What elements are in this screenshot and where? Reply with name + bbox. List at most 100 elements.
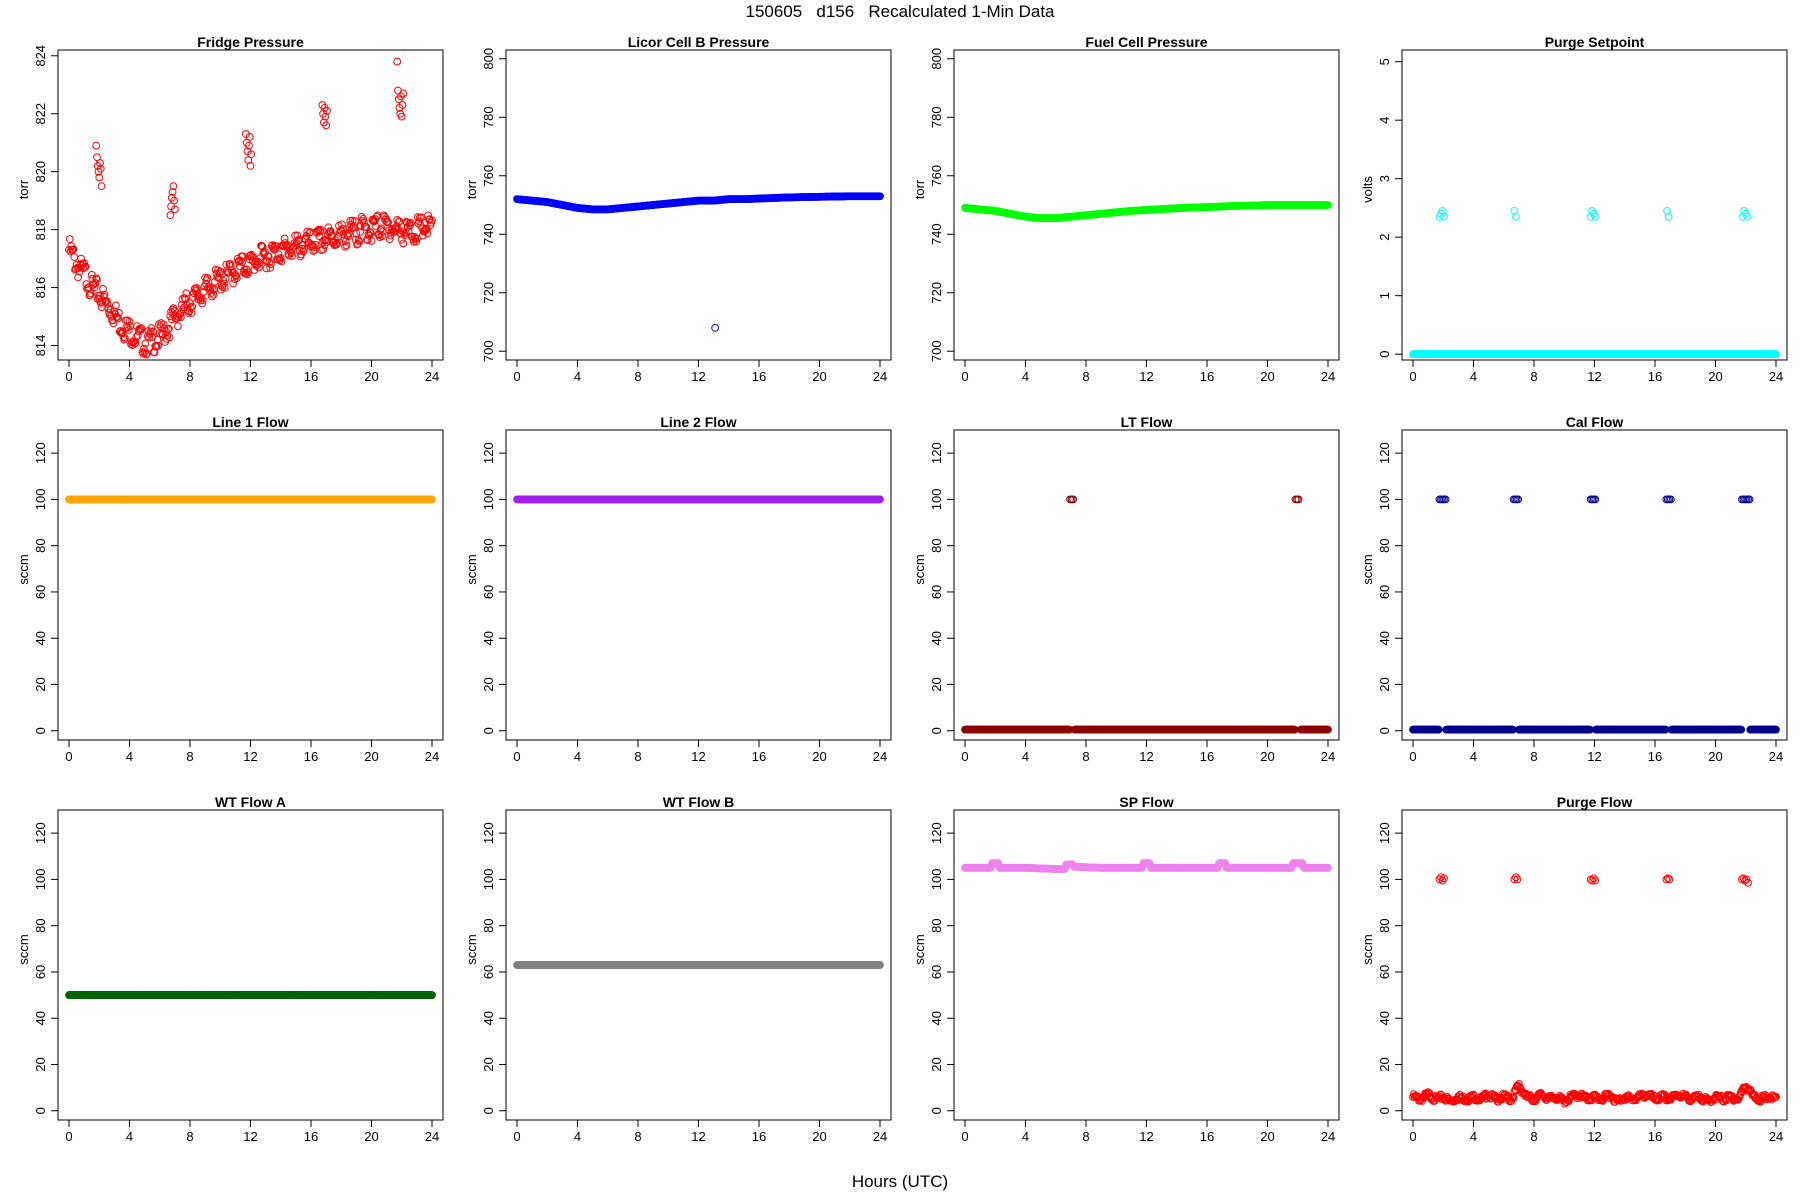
- data-point: [1511, 212, 1520, 221]
- data-point: [65, 246, 73, 254]
- data-point: [170, 205, 179, 214]
- data-point: [170, 196, 179, 205]
- data-point: [80, 259, 89, 268]
- figure-title: 150605 d156 Recalculated 1-Min Data: [745, 2, 1055, 21]
- data-point: [324, 223, 333, 232]
- y-tick-label: 100: [929, 489, 944, 511]
- data-point: [1663, 206, 1671, 215]
- data-point: [198, 299, 207, 308]
- data-point: [131, 339, 140, 347]
- data-point: [293, 231, 302, 240]
- y-tick-label: 20: [1377, 677, 1392, 691]
- data-point: [366, 228, 374, 236]
- data-point: [288, 252, 296, 260]
- y-tick-label: 720: [481, 282, 496, 304]
- y-axis-label: sccm: [912, 554, 927, 584]
- y-tick-label: 80: [1377, 538, 1392, 552]
- data-point: [366, 229, 375, 237]
- y-tick-label: 760: [929, 165, 944, 187]
- data-point: [319, 245, 328, 254]
- data-point: [125, 317, 134, 326]
- y-tick-label: 4: [1377, 117, 1392, 124]
- y-tick-label: 820: [33, 161, 48, 183]
- x-tick-label: 20: [1260, 749, 1274, 764]
- data-point: [99, 284, 107, 293]
- data-point: [363, 236, 372, 245]
- data-point: [155, 320, 163, 329]
- x-tick-label: 20: [364, 749, 378, 764]
- data-point: [428, 495, 436, 504]
- y-axis-label: sccm: [16, 554, 31, 584]
- data-point: [424, 211, 433, 220]
- panel-title: LT Flow: [1121, 414, 1173, 430]
- y-tick-label: 760: [481, 165, 496, 187]
- x-tick-label: 8: [1530, 369, 1537, 384]
- data-point: [164, 324, 173, 333]
- x-tick-label: 20: [1708, 369, 1722, 384]
- x-tick-label: 24: [425, 369, 439, 384]
- x-tick-label: 16: [752, 369, 766, 384]
- data-point: [1069, 495, 1078, 504]
- y-tick-label: 824: [33, 45, 48, 67]
- data-point: [245, 141, 253, 150]
- y-tick-label: 80: [481, 538, 496, 552]
- data-point: [95, 173, 104, 182]
- x-tick-label: 12: [1587, 749, 1601, 764]
- x-tick-label: 24: [1321, 369, 1335, 384]
- data-point: [169, 182, 178, 191]
- y-tick-label: 2: [1377, 234, 1392, 241]
- x-tick-label: 16: [304, 749, 318, 764]
- x-tick-label: 16: [1200, 749, 1214, 764]
- data-point: [351, 235, 360, 244]
- data-point: [310, 243, 318, 251]
- x-tick-label: 0: [1409, 369, 1416, 384]
- data-point: [177, 301, 186, 309]
- data-point: [384, 218, 393, 227]
- data-point: [359, 214, 368, 223]
- y-tick-label: 1: [1377, 292, 1392, 299]
- data-point: [339, 230, 348, 238]
- data-point: [146, 327, 155, 336]
- data-point: [209, 290, 218, 299]
- x-tick-label: 16: [1648, 749, 1662, 764]
- data-point: [220, 279, 228, 288]
- y-tick-label: 40: [929, 631, 944, 645]
- data-point: [177, 313, 185, 322]
- x-tick-label: 16: [752, 749, 766, 764]
- data-point: [383, 217, 392, 226]
- y-tick-label: 822: [33, 103, 48, 125]
- x-tick-label: 8: [186, 369, 193, 384]
- x-tick-label: 0: [1409, 749, 1416, 764]
- data-point: [262, 264, 271, 273]
- y-tick-label: 120: [33, 442, 48, 464]
- data-point: [238, 258, 247, 267]
- x-tick-label: 20: [812, 749, 826, 764]
- x-tick-label: 12: [1587, 369, 1601, 384]
- y-tick-label: 814: [33, 335, 48, 357]
- y-tick-label: 60: [1377, 585, 1392, 599]
- x-tick-label: 12: [691, 749, 705, 764]
- data-point: [145, 333, 154, 342]
- y-tick-label: 700: [929, 340, 944, 362]
- y-tick-label: 120: [481, 442, 496, 464]
- data-point: [1591, 212, 1600, 221]
- data-point: [321, 112, 330, 121]
- data-point: [362, 223, 371, 231]
- data-point: [74, 273, 82, 282]
- data-point: [79, 264, 88, 273]
- data-point: [245, 133, 254, 141]
- data-point: [265, 258, 274, 267]
- data-point: [229, 279, 238, 288]
- data-point: [141, 339, 150, 348]
- x-tick-label: 4: [574, 369, 581, 384]
- x-tick-label: 24: [873, 369, 887, 384]
- x-tick-label: 4: [1022, 369, 1029, 384]
- data-point: [300, 245, 309, 253]
- x-tick-label: 12: [1139, 369, 1153, 384]
- x-tick-label: 20: [1260, 369, 1274, 384]
